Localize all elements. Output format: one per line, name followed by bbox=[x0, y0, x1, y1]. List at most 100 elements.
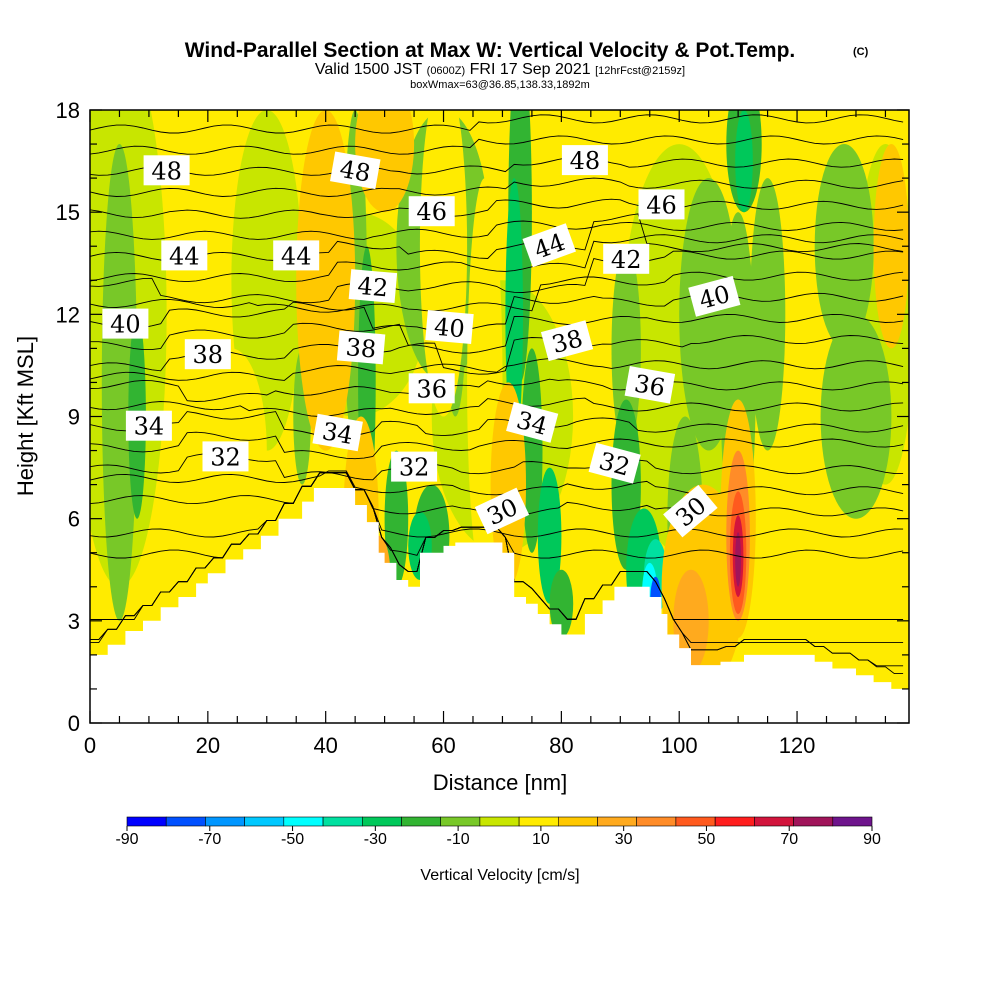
velocity-cell bbox=[820, 314, 892, 519]
colorbar-bin bbox=[636, 816, 677, 827]
isentrope-line bbox=[90, 378, 904, 402]
contour-label-text: 46 bbox=[646, 191, 677, 219]
contour-label-box bbox=[125, 410, 172, 441]
box-wmax-info: boxWmax=63@36.85,138.33,1892m bbox=[410, 79, 590, 91]
contour-label-box bbox=[603, 243, 650, 274]
colorbar-tick-label: -10 bbox=[447, 831, 470, 848]
valid-date: FRI 17 Sep 2021 bbox=[470, 61, 591, 78]
theta-contour-label: 46 bbox=[638, 189, 685, 220]
contour-label-text: 48 bbox=[338, 155, 373, 188]
theta-contour-label: 38 bbox=[184, 339, 231, 370]
y-tick-label: 0 bbox=[68, 711, 80, 736]
vertical-velocity-field bbox=[90, 110, 909, 689]
theta-contour-label: 40 bbox=[102, 308, 149, 339]
theta-contour-label: 36 bbox=[408, 373, 455, 404]
y-tick-label: 12 bbox=[56, 302, 80, 327]
velocity-cell bbox=[384, 450, 409, 587]
theta-contour-label: 36 bbox=[624, 366, 676, 404]
chart-header: Wind-Parallel Section at Max W: Vertical… bbox=[185, 39, 869, 91]
contour-label-text: 48 bbox=[151, 157, 182, 185]
contour-label-box bbox=[202, 441, 249, 472]
colorbar-bins bbox=[126, 816, 873, 827]
y-tick-label: 6 bbox=[68, 507, 80, 532]
contour-label-box bbox=[408, 196, 455, 227]
contour-label-box bbox=[561, 145, 608, 176]
contour-label-box bbox=[312, 413, 363, 452]
x-tick-label: 80 bbox=[549, 733, 573, 758]
colorbar-tick-label: 70 bbox=[780, 831, 798, 848]
y-tick-label: 9 bbox=[68, 405, 80, 430]
colorbar-label: Vertical Velocity [cm/s] bbox=[420, 867, 579, 884]
theta-contour-label: 38 bbox=[540, 320, 594, 362]
colorbar-tick-label: 30 bbox=[615, 831, 633, 848]
isentrope-line bbox=[90, 135, 904, 155]
contour-label-text: 42 bbox=[356, 272, 389, 303]
theta-contour-label: 42 bbox=[348, 269, 398, 304]
colorbar-bin bbox=[322, 816, 363, 827]
contour-label-box bbox=[474, 487, 530, 535]
colorbar-bin bbox=[714, 816, 755, 827]
isentrope-line bbox=[90, 198, 904, 219]
valid-utc: (0600Z) bbox=[427, 65, 466, 77]
colorbar-bin bbox=[754, 816, 794, 827]
y-tick-label: 3 bbox=[68, 609, 80, 634]
velocity-cell bbox=[735, 110, 753, 213]
contour-label-text: 36 bbox=[416, 375, 447, 403]
contour-label-text: 46 bbox=[416, 198, 447, 226]
velocity-cell bbox=[814, 144, 874, 349]
contour-label-box bbox=[143, 155, 190, 186]
velocity-cell bbox=[549, 569, 574, 638]
contour-label-box bbox=[506, 401, 559, 443]
contour-label-box bbox=[425, 310, 474, 344]
contour-label-text: 34 bbox=[134, 413, 165, 441]
contour-label-box bbox=[588, 442, 641, 484]
velocity-cell bbox=[355, 110, 415, 213]
contour-label-text: 48 bbox=[570, 147, 601, 175]
x-tick-label: 100 bbox=[661, 733, 698, 758]
y-tick-label: 18 bbox=[56, 98, 80, 123]
contour-label-box bbox=[663, 484, 718, 538]
contour-label-box bbox=[522, 223, 577, 268]
x-axis-ticks: 0 20 40 60 80 100 120 bbox=[84, 110, 887, 758]
forecast-info: [12hrFcst@2159z] bbox=[595, 65, 685, 77]
contour-label-box bbox=[408, 373, 455, 404]
velocity-cell bbox=[505, 178, 523, 451]
contour-label-text: 44 bbox=[169, 242, 200, 270]
isentrope-line bbox=[90, 397, 904, 417]
valid-prefix: Valid 1500 JST bbox=[315, 61, 423, 78]
colorbar-bin bbox=[205, 816, 245, 827]
contour-label-text: 40 bbox=[433, 313, 466, 344]
colorbar-tick-label: -90 bbox=[115, 831, 138, 848]
velocity-cell bbox=[873, 144, 909, 349]
colorbar-bin bbox=[479, 816, 520, 827]
theta-contour-label: 40 bbox=[425, 310, 474, 344]
colorbar-bin bbox=[401, 816, 442, 827]
contour-label-box bbox=[348, 269, 398, 304]
colorbar-bin bbox=[675, 816, 716, 827]
isentrope-line bbox=[90, 358, 904, 381]
isentrope-line bbox=[90, 313, 904, 354]
theta-contour-label: 32 bbox=[391, 451, 438, 482]
colorbar-bin bbox=[244, 816, 285, 827]
velocity-cell bbox=[611, 246, 641, 451]
theta-contour-label: 34 bbox=[125, 410, 172, 441]
theta-contour-label: 44 bbox=[273, 240, 320, 271]
isentrope-line bbox=[90, 213, 904, 261]
colorbar-tick-label: 50 bbox=[698, 831, 716, 848]
velocity-cell bbox=[101, 144, 138, 621]
colorbar: -90 -70 -50 -30 -10 10 30 50 70 90 Vertical Veloc… bbox=[115, 816, 881, 884]
colorbar-bin bbox=[283, 816, 324, 827]
isentrope-line bbox=[90, 177, 904, 197]
contour-label-box bbox=[391, 451, 438, 482]
colorbar-bin bbox=[165, 816, 206, 827]
contour-label-text: 34 bbox=[320, 417, 355, 450]
contour-label-box bbox=[638, 189, 685, 220]
contour-label-text: 32 bbox=[399, 454, 430, 482]
isentrope-line bbox=[90, 250, 904, 304]
contour-label-box bbox=[161, 240, 208, 271]
velocity-cell bbox=[761, 518, 833, 655]
colorbar-tick-label: 10 bbox=[532, 831, 550, 848]
